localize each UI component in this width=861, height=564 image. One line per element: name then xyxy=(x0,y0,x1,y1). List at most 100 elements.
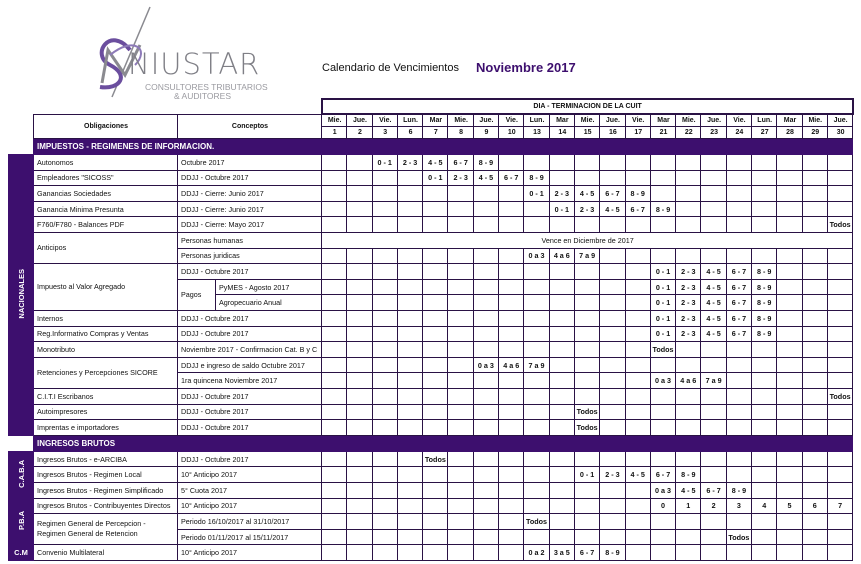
day-cell: 0 - 1 xyxy=(649,263,677,280)
day-number: 7 xyxy=(422,126,449,140)
day-cell xyxy=(573,294,601,312)
day-cell: 2 - 3 xyxy=(447,169,474,187)
day-cell xyxy=(472,403,500,421)
day-cell xyxy=(725,466,753,483)
day-cell xyxy=(624,263,651,280)
obligacion-cell: Convenio Multilateral xyxy=(33,544,178,561)
concepto-cell: DDJJ - Cierre: Junio 2017 xyxy=(177,185,322,202)
day-cell xyxy=(649,388,677,405)
day-cell: 6 - 7 xyxy=(725,325,753,343)
day-cell xyxy=(396,247,424,265)
day-cell xyxy=(776,185,803,202)
day-cell: 0 - 1 xyxy=(649,294,677,312)
region-label-text: C.A.B.A xyxy=(16,459,26,488)
day-cell xyxy=(447,185,474,202)
day-cell xyxy=(472,310,500,327)
day-cell xyxy=(801,278,828,296)
day-cell xyxy=(751,341,778,358)
day-cell: 1 xyxy=(675,497,702,515)
day-cell xyxy=(826,247,854,265)
obligacion-cell: Ingresos Brutos - Regimen Local xyxy=(33,466,178,483)
obligacion-cell: Ganancia Minima Presunta xyxy=(33,200,178,218)
day-cell xyxy=(371,169,398,187)
day-cell xyxy=(675,388,702,405)
day-cell xyxy=(675,528,702,546)
day-of-week: Mar xyxy=(776,113,803,128)
day-cell xyxy=(447,278,474,296)
day-cell xyxy=(396,544,424,561)
day-cell: 4 - 5 xyxy=(700,310,727,327)
day-cell xyxy=(346,388,373,405)
day-cell xyxy=(624,294,651,312)
day-cell xyxy=(447,341,474,358)
day-of-week: Lun. xyxy=(751,113,778,128)
concepto-cell: Noviembre 2017 - Confirmacion Cat. B y C xyxy=(177,341,322,358)
day-cell xyxy=(599,325,626,343)
day-cell xyxy=(523,200,550,218)
day-cell xyxy=(320,169,348,187)
day-cell xyxy=(700,403,727,421)
day-cell xyxy=(826,154,854,171)
day-cell xyxy=(725,403,753,421)
table-row: Regimen General de Percepcion - Regimen … xyxy=(9,513,854,546)
day-cell xyxy=(548,341,575,358)
concepto-cell: DDJJ - Octubre 2017 xyxy=(177,419,322,436)
day-cell xyxy=(776,200,803,218)
day-cell xyxy=(447,513,474,530)
day-cell xyxy=(422,263,449,280)
day-cell xyxy=(725,450,753,468)
day-cell xyxy=(472,278,500,296)
day-cell xyxy=(396,388,424,405)
day-cell xyxy=(548,216,575,234)
day-cell xyxy=(447,403,474,421)
note-cell: Vence en Diciembre de 2017 xyxy=(320,232,854,249)
day-cell xyxy=(447,247,474,265)
dia-header: DIA - TERMINACION DE LA CUIT xyxy=(320,97,854,116)
day-cell: 0 - 1 xyxy=(422,169,449,187)
day-cell xyxy=(396,419,424,436)
day-number: 2 xyxy=(346,126,373,140)
day-cell xyxy=(725,372,753,389)
day-cell xyxy=(751,466,778,483)
day-cell xyxy=(498,372,525,389)
day-cell xyxy=(396,278,424,296)
table-row: Ingresos Brutos - Regimen Local 10° Antic… xyxy=(9,466,854,483)
day-cell: 6 - 7 xyxy=(624,200,651,218)
day-cell xyxy=(751,169,778,187)
day-cell: 4 - 5 xyxy=(573,185,601,202)
day-cell xyxy=(548,513,575,530)
day-cell: 8 - 9 xyxy=(725,481,753,499)
concepto-cell: DDJJ - Octubre 2017 xyxy=(177,450,322,468)
day-cell xyxy=(371,372,398,389)
day-cell xyxy=(472,247,500,265)
day-cell xyxy=(346,154,373,171)
day-cell: 6 - 7 xyxy=(573,544,601,561)
day-cell xyxy=(776,294,803,312)
day-cell xyxy=(320,528,348,546)
day-cell xyxy=(826,544,854,561)
day-cell xyxy=(396,497,424,515)
day-cell xyxy=(422,388,449,405)
day-cell xyxy=(447,310,474,327)
day-cell xyxy=(498,466,525,483)
concepto-cell: Personas juridicas xyxy=(177,247,322,265)
day-cell xyxy=(498,216,525,234)
day-cell xyxy=(826,169,854,187)
day-cell xyxy=(624,310,651,327)
day-cell xyxy=(447,466,474,483)
day-cell xyxy=(371,263,398,280)
day-cell xyxy=(498,544,525,561)
day-number: 3 xyxy=(371,126,398,140)
day-cell xyxy=(320,154,348,171)
day-cell xyxy=(371,450,398,468)
day-cell xyxy=(548,497,575,515)
day-cell xyxy=(675,341,702,358)
conceptos-header: Conceptos xyxy=(177,113,322,140)
day-cell xyxy=(751,356,778,374)
day-cell: 0 - 1 xyxy=(523,185,550,202)
day-cell xyxy=(320,247,348,265)
obligacion-cell: Ingresos Brutos - Regimen Simplificado xyxy=(33,481,178,499)
day-cell xyxy=(346,341,373,358)
day-cell xyxy=(675,200,702,218)
concepto-cell: DDJJ - Octubre 2017 xyxy=(177,263,322,280)
